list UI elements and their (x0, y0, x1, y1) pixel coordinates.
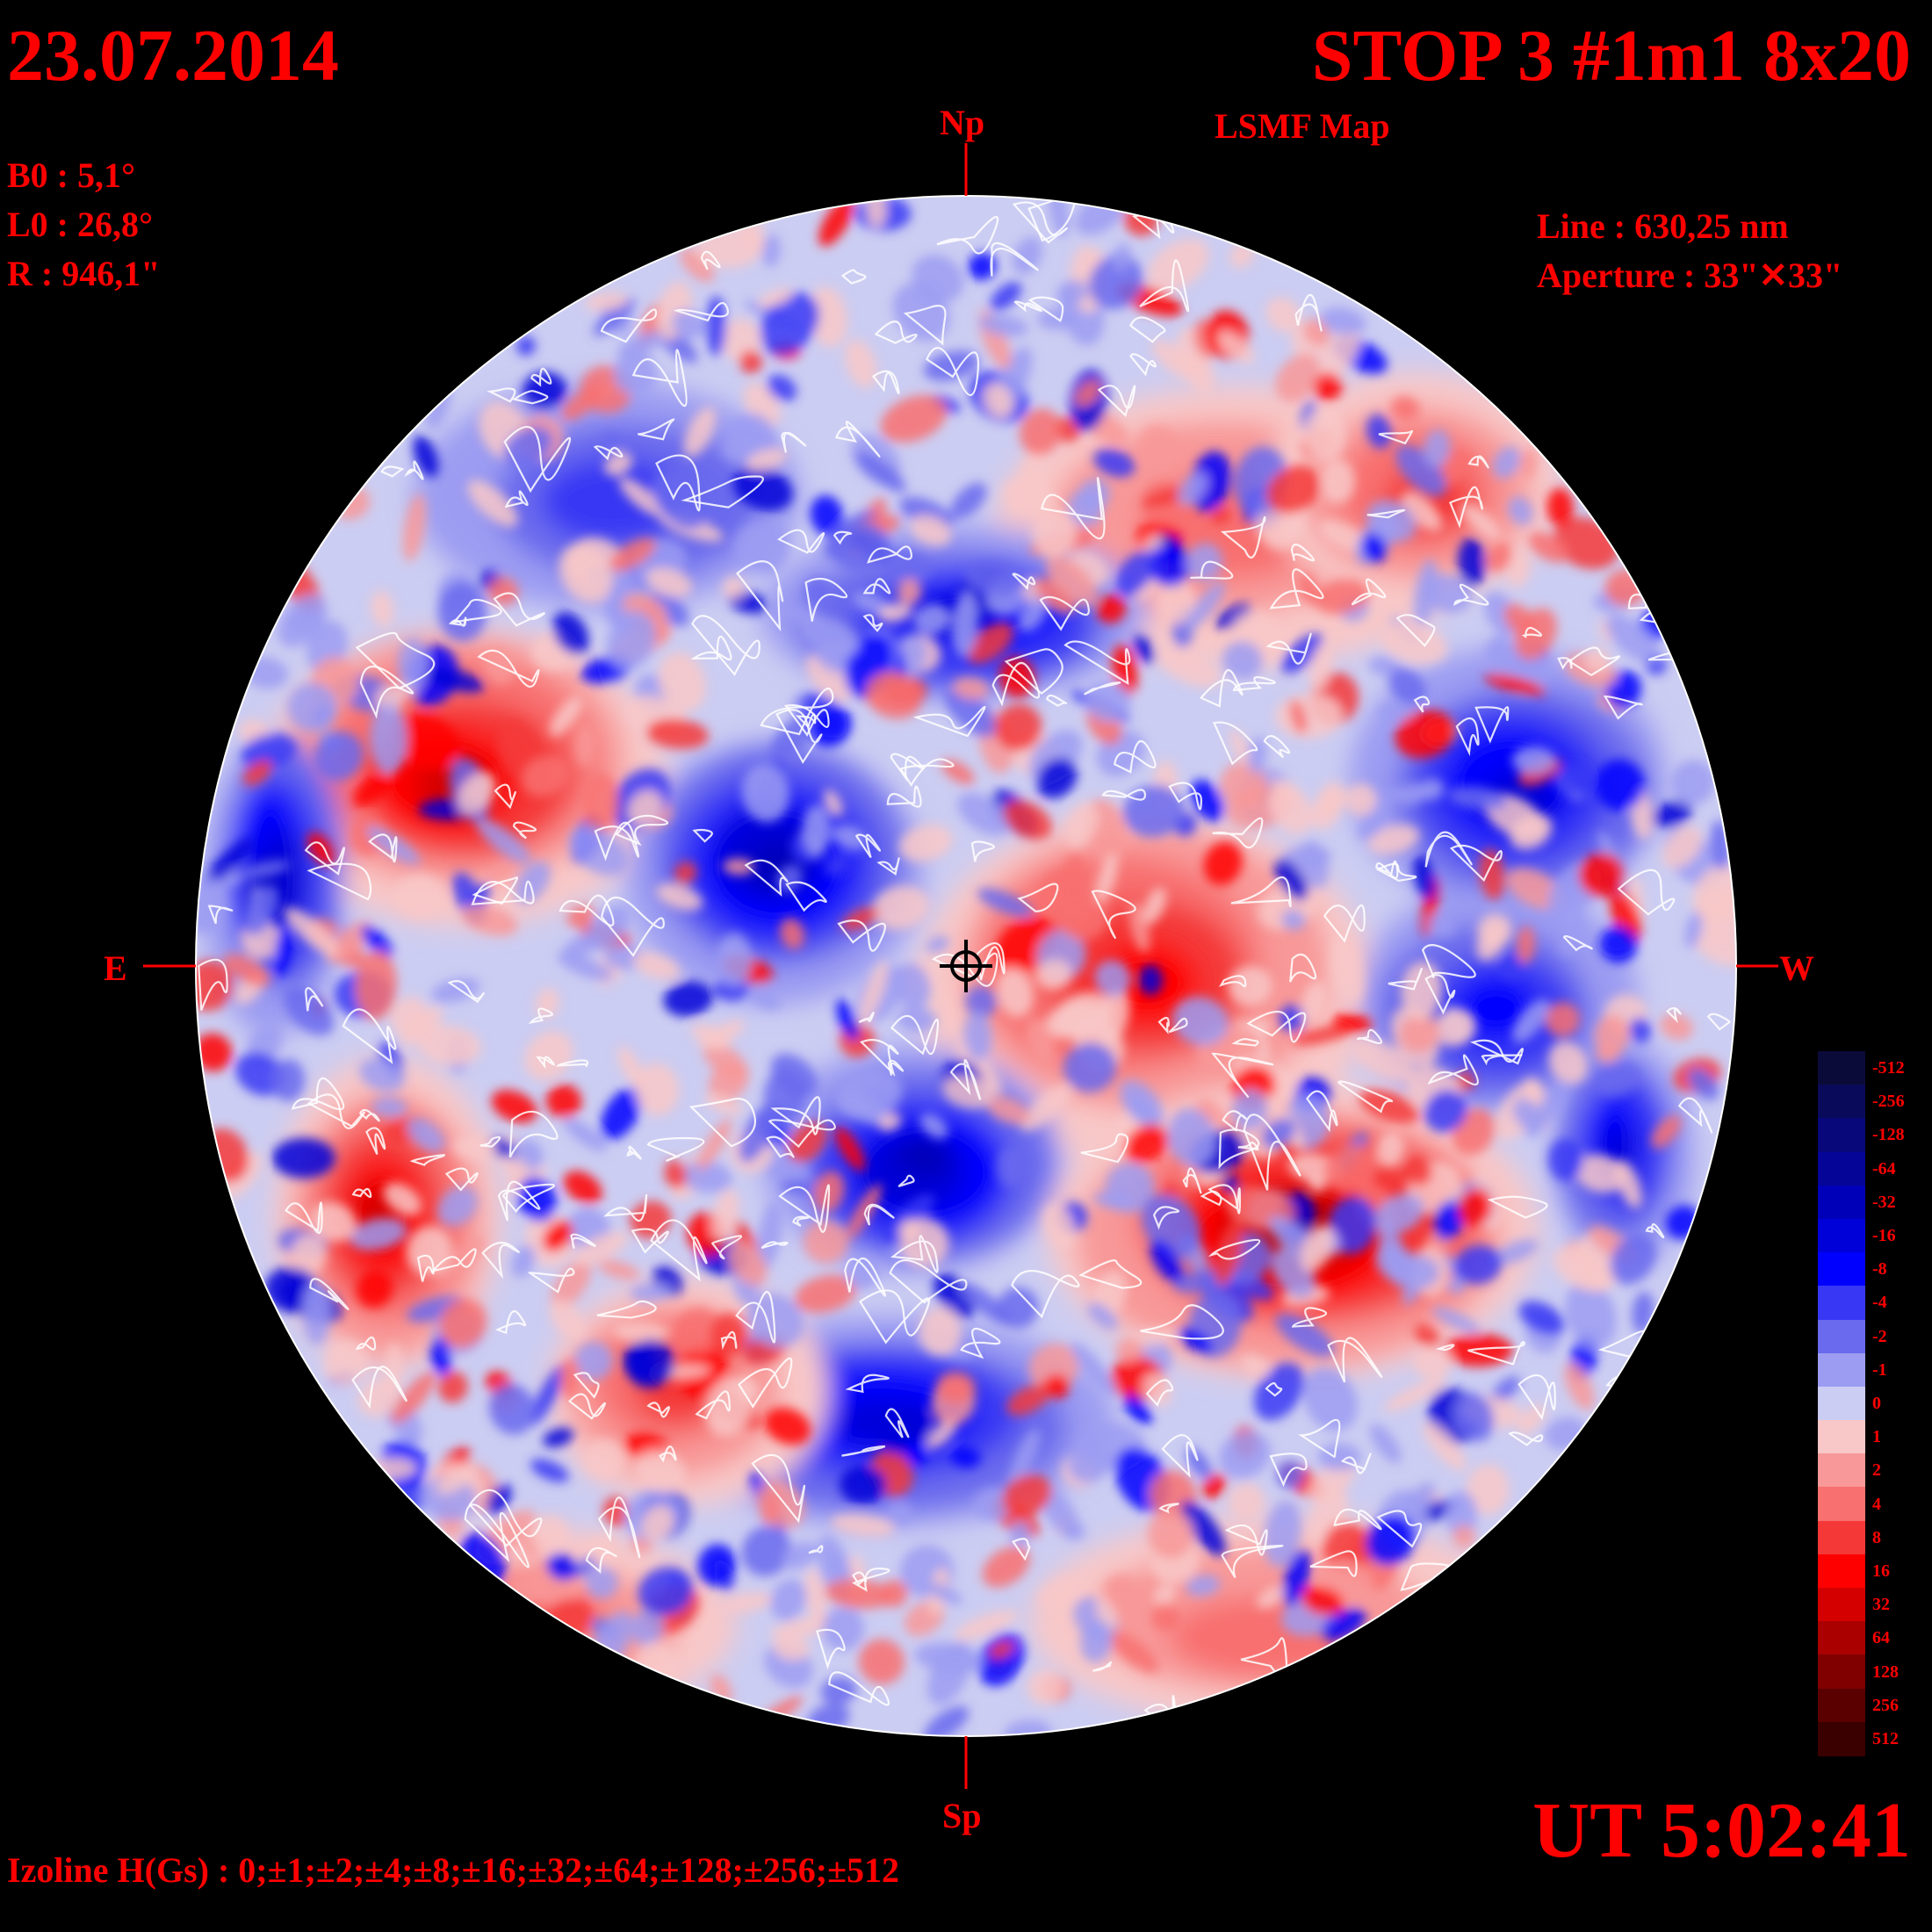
color-scale-step (1818, 1118, 1865, 1153)
color-scale-step (1818, 1319, 1865, 1354)
color-scale-label: 1 (1872, 1427, 1881, 1447)
color-scale-step (1818, 1352, 1865, 1388)
color-scale-label: 512 (1872, 1728, 1899, 1748)
color-scale-label: -16 (1872, 1226, 1896, 1246)
param-b0: B0 : 5,1° (7, 155, 135, 195)
color-scale-step (1818, 1588, 1865, 1623)
color-scale-step (1818, 1487, 1865, 1522)
field-regions-small (196, 196, 1736, 1736)
color-scale-label: 256 (1872, 1695, 1899, 1715)
east-label: E (104, 948, 127, 988)
color-scale-label: -256 (1872, 1092, 1905, 1112)
param-aperture: Aperture : 33"✕33" (1537, 256, 1843, 295)
izoline-legend: Izoline H(Gs) : 0;±1;±2;±4;±8;±16;±32;±6… (7, 1850, 900, 1890)
color-scale-label: 8 (1872, 1527, 1881, 1547)
observation-date: 23.07.2014 (7, 15, 339, 97)
color-scale-step (1818, 1420, 1865, 1455)
color-scale-step (1818, 1051, 1865, 1086)
color-scale-step (1818, 1185, 1865, 1220)
color-scale-label: 16 (1872, 1561, 1890, 1581)
color-scale-step (1818, 1085, 1865, 1120)
color-scale-label: 64 (1872, 1628, 1890, 1648)
color-scale-label: -4 (1872, 1293, 1887, 1313)
color-scale-bar (1818, 1051, 1865, 1756)
south-pole-label: Sp (942, 1796, 982, 1835)
color-scale-step (1818, 1721, 1865, 1756)
color-scale-label: 32 (1872, 1595, 1890, 1615)
color-scale-label: -8 (1872, 1259, 1887, 1280)
color-scale-step (1818, 1386, 1865, 1422)
color-scale-label: -32 (1872, 1192, 1896, 1212)
color-scale-step (1818, 1520, 1865, 1555)
color-scale-label: -1 (1872, 1359, 1887, 1380)
color-scale-step (1818, 1654, 1865, 1690)
color-scale-label: -512 (1872, 1058, 1905, 1078)
color-scale-label: 2 (1872, 1460, 1881, 1481)
color-scale-step (1818, 1252, 1865, 1287)
color-scale-step (1818, 1621, 1865, 1656)
color-scale-label: 128 (1872, 1662, 1899, 1682)
color-scale-label: 0 (1872, 1394, 1881, 1413)
color-scale-label: -128 (1872, 1125, 1905, 1145)
param-radius: R : 946,1" (7, 254, 161, 293)
color-scale-step (1818, 1554, 1865, 1590)
north-pole-label: Np (940, 103, 985, 142)
west-label: W (1779, 948, 1814, 988)
param-l0: L0 : 26,8° (7, 205, 153, 244)
zero-contours (198, 196, 1731, 1735)
universal-time: UT 5:02:41 (1532, 1787, 1911, 1874)
color-scale-label: -64 (1872, 1158, 1896, 1179)
color-scale-step (1818, 1151, 1865, 1186)
color-scale-label: 4 (1872, 1494, 1881, 1514)
color-scale-label: -2 (1872, 1326, 1887, 1346)
center-crosshair-icon (940, 940, 992, 992)
color-scale-step (1818, 1218, 1865, 1254)
color-scale-step (1818, 1286, 1865, 1321)
color-scale-step (1818, 1688, 1865, 1723)
color-scale-step (1818, 1453, 1865, 1489)
map-title: STOP 3 #1m1 8x20 (1311, 15, 1911, 97)
map-subtitle: LSMF Map (1215, 106, 1390, 146)
param-line: Line : 630,25 nm (1537, 206, 1789, 246)
